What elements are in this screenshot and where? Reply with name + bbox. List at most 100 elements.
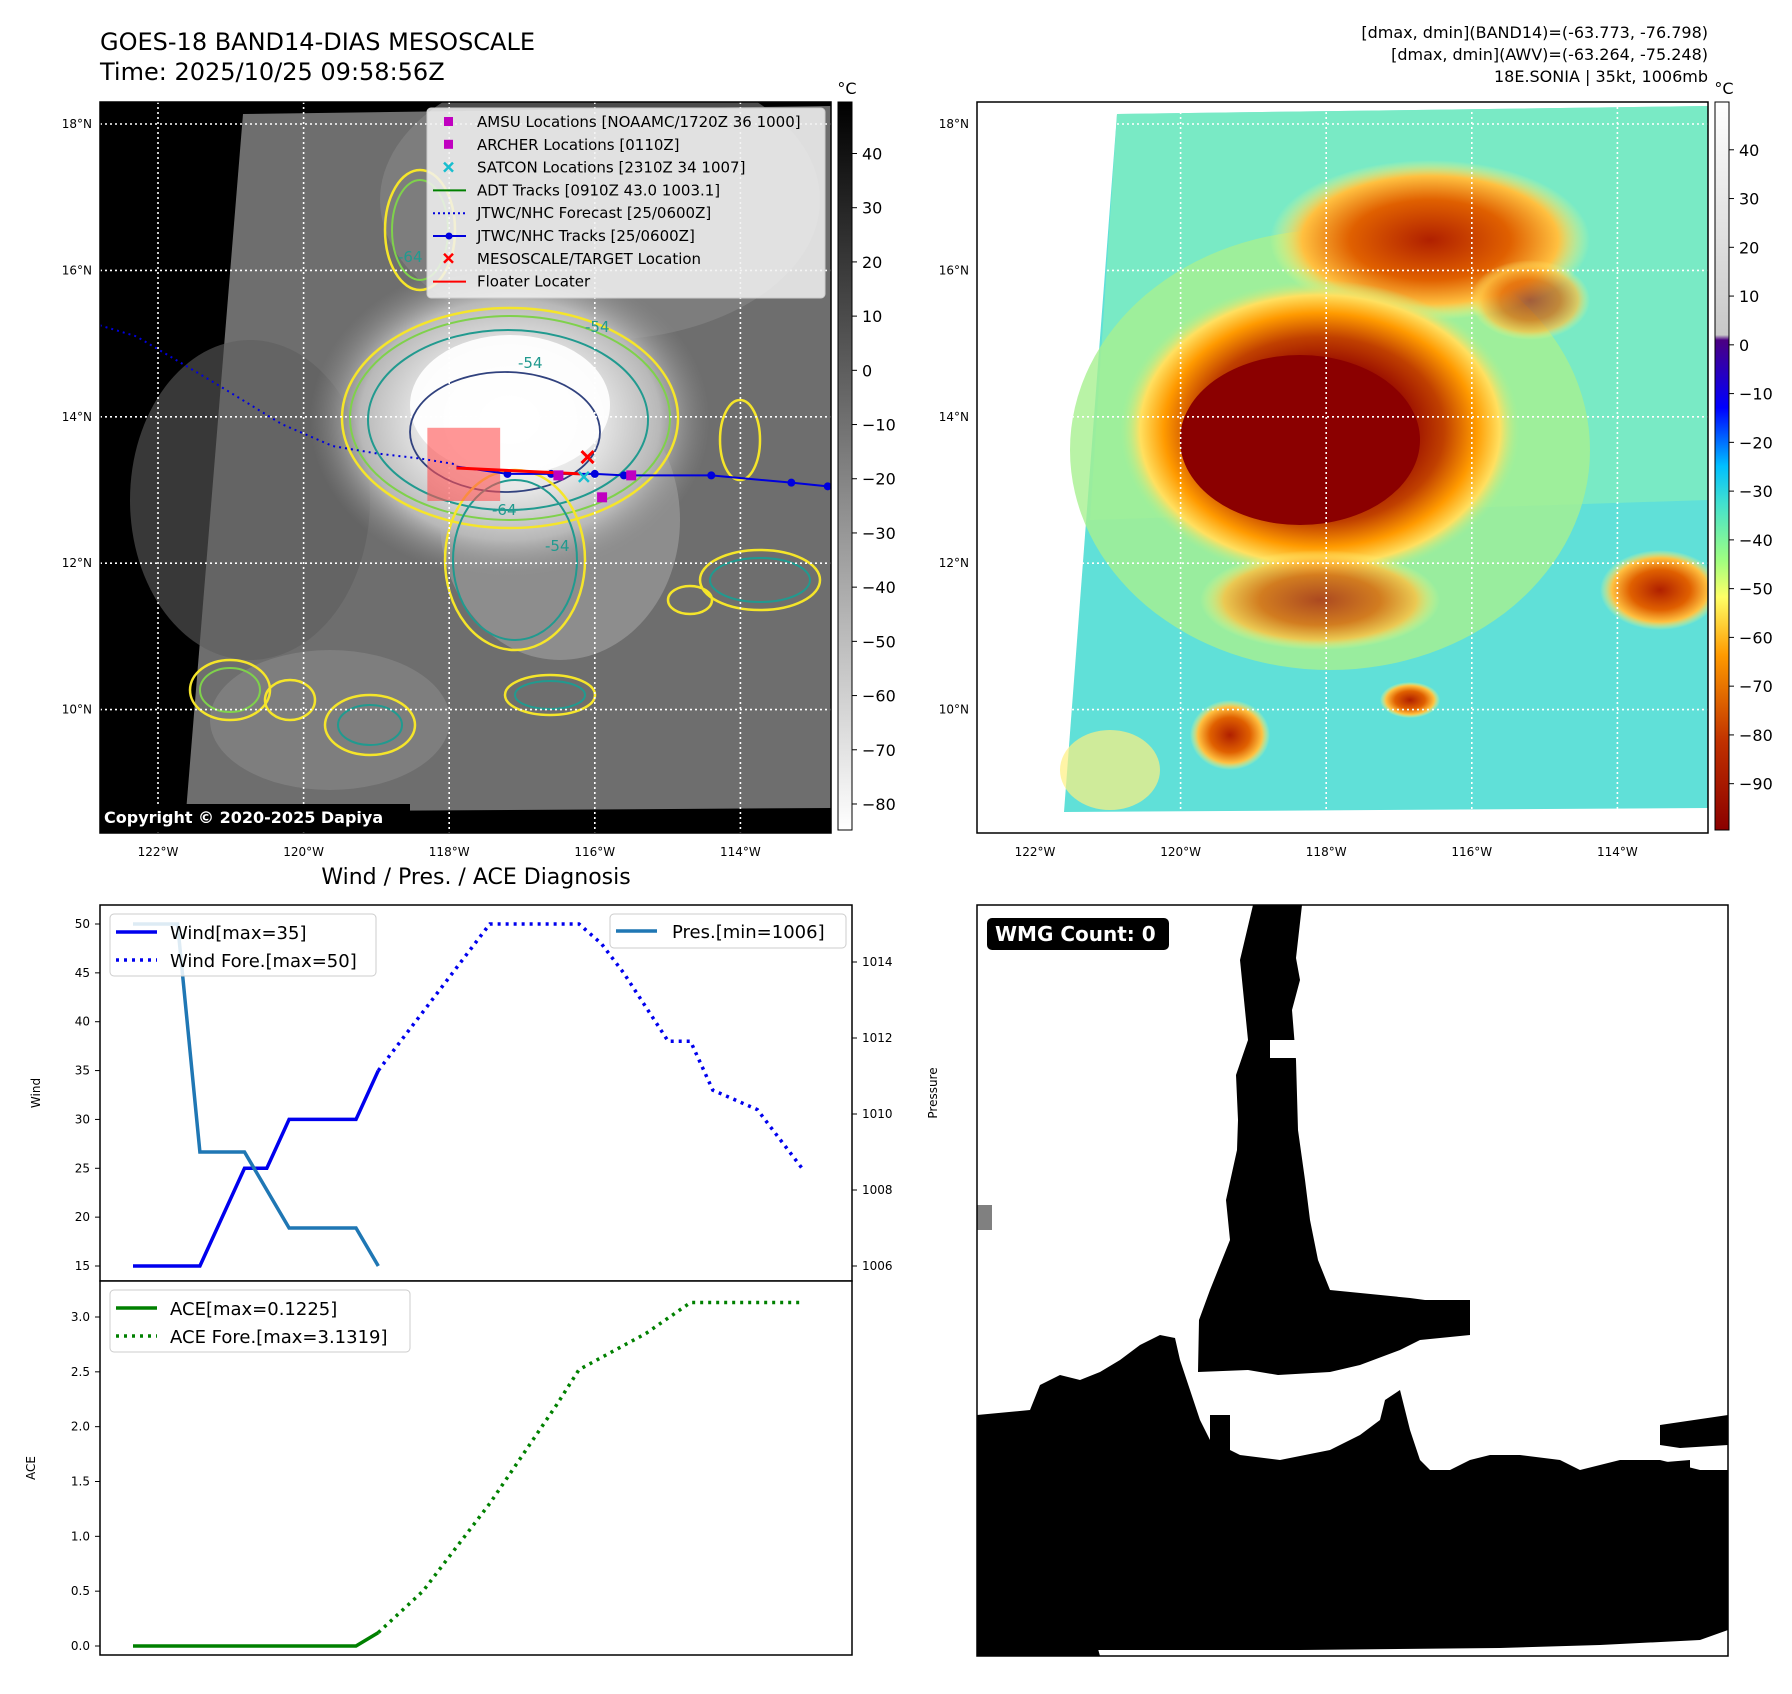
ace-tick-label: 3.0 <box>71 1310 90 1324</box>
figure-title: GOES-18 BAND14-DIAS MESOSCALE <box>100 28 535 56</box>
pressure-tick-label: 1012 <box>862 1031 893 1045</box>
colorbar-b-tick-label: −90 <box>1739 775 1773 794</box>
colorbar-b-tick-label: −50 <box>1739 580 1773 599</box>
ace-tick-label: 1.5 <box>71 1475 90 1489</box>
wind-tick-label: 45 <box>75 966 90 980</box>
pressure-tick-label: 1006 <box>862 1259 893 1273</box>
contour-teal <box>367 329 649 511</box>
ace-tick-label: 0.0 <box>71 1639 90 1653</box>
colorbar-unit-a: °C <box>837 79 856 98</box>
ace-series-line <box>133 1631 380 1648</box>
wmg-count: WMG Count: 0 <box>995 922 1156 946</box>
map-b-lat-tick-label: 16°N <box>939 263 969 277</box>
legend-entry-label: AMSU Locations [NOAAMC/1720Z 36 1000] <box>477 113 801 131</box>
contour-label-2: -54 <box>518 354 543 372</box>
ace-ylabel: ACE <box>24 1456 38 1480</box>
diagnosis-title: Wind / Pres. / ACE Diagnosis <box>321 865 630 890</box>
legend-entry: MESOSCALE/TARGET Location <box>443 250 701 268</box>
ace-tick-label: 2.5 <box>71 1365 90 1379</box>
colorbar-enhanced: °C 40 30 20 10 0 −10 −20 −30 −40 −50 −60 −70 −80 −90 <box>1714 79 1773 831</box>
wind-tick-label: 50 <box>75 917 90 931</box>
map-a-lon-tick-label: 118°W <box>429 845 470 859</box>
map-b-lat-tick-label: 10°N <box>939 703 969 717</box>
contour-navy <box>409 371 601 493</box>
legend-entry-label: SATCON Locations [2310Z 34 1007] <box>477 159 745 177</box>
colorbar-a-tick-label: −30 <box>862 524 896 543</box>
ace-legend: ACE[max=0.1225] ACE Fore.[max=3.1319] <box>109 1289 411 1353</box>
wind-tick-label: 15 <box>75 1259 90 1273</box>
colorbar-a-tick-label: 20 <box>862 253 882 272</box>
wind-legend: Wind[max=35] Wind Fore.[max=50] <box>109 913 377 977</box>
wind-series-line <box>133 1069 380 1268</box>
legend-entry-label: MESOSCALE/TARGET Location <box>477 250 701 268</box>
best-track-point <box>590 469 599 478</box>
stats-band14: [dmax, dmin](BAND14)=(-63.773, -76.798) <box>1361 23 1708 42</box>
pressure-tick-label: 1014 <box>862 955 893 969</box>
mesoscale-target-marker <box>577 449 595 483</box>
pressure-legend: Pres.[min=1006] <box>609 913 847 949</box>
legend-entry: AMSU Locations [NOAAMC/1720Z 36 1000] <box>444 113 801 131</box>
wmg-mask-shapes <box>977 905 1728 1656</box>
colorbar-b-tick-label: −30 <box>1739 482 1773 501</box>
best-track-point <box>823 482 831 491</box>
ir-grayscale-panel: -54 -54 -64 -54 -64 Copyright © 2020-202… <box>62 101 832 859</box>
colorbar-a-tick-label: −20 <box>862 470 896 489</box>
wind-forecast-line <box>376 922 804 1170</box>
pressure-tick-label: 1008 <box>862 1183 893 1197</box>
colorbar-b-tick-label: 20 <box>1739 238 1759 257</box>
colorbar-b-tick-label: −20 <box>1739 433 1773 452</box>
wind-tick-label: 25 <box>75 1161 90 1175</box>
colorbar-a-tick-label: −50 <box>862 632 896 651</box>
colorbar-b-tick-label: 10 <box>1739 287 1759 306</box>
colorbar-b-tick-label: −70 <box>1739 677 1773 696</box>
wmg-badge: WMG Count: 0 <box>987 918 1169 950</box>
legend-entry-label: ARCHER Locations [0110Z] <box>477 136 680 154</box>
map-b-lat-tick-label: 18°N <box>939 117 969 131</box>
wind-tick-label: 35 <box>75 1064 90 1078</box>
colorbar-a-tick-label: −10 <box>862 416 896 435</box>
colorbar-a-tick-label: −70 <box>862 741 896 760</box>
wind-pressure-chart: 15 20 25 30 35 40 45 50 1006 1008 1010 1012 1014 Win… <box>29 904 940 1282</box>
contour-label-5: -64 <box>398 248 423 266</box>
best-track-point <box>619 471 628 480</box>
colorbar-b-tick-label: −60 <box>1739 628 1773 647</box>
contour-label-3: -64 <box>492 501 517 519</box>
colorbar-b-tick-label: 0 <box>1739 336 1749 355</box>
contour-green <box>349 315 671 521</box>
map-b-lon-tick-label: 120°W <box>1160 845 1201 859</box>
amsu-point <box>626 470 637 481</box>
map-a-lon-tick-label: 116°W <box>574 845 615 859</box>
legend-entry: ADT Tracks [0910Z 43.0 1003.1] <box>433 181 720 199</box>
floater-box <box>427 427 501 501</box>
colorbar-a-tick-label: 30 <box>862 199 882 218</box>
ir-enhanced-panel: 122°W 120°W 118°W 116°W 114°W 18°N 16°N 14°N 12°… <box>939 101 1709 859</box>
map-a-lat-tick-label: 16°N <box>62 263 92 277</box>
map-a-lat-tick-label: 14°N <box>62 410 92 424</box>
colorbar-a-tick-label: 40 <box>862 144 882 163</box>
colorbar-b-tick-label: −80 <box>1739 726 1773 745</box>
colorbar-grayscale: °C 40 30 20 10 0 −10 −20 −30 −40 −50 −60 −70 −80 <box>837 79 896 831</box>
map-b-lon-tick-label: 122°W <box>1015 845 1056 859</box>
wind-tick-label: 30 <box>75 1112 90 1126</box>
colorbar-b-tick-label: −10 <box>1739 385 1773 404</box>
wind-legend-label: Wind[max=35] <box>170 923 307 944</box>
map-a-lat-tick-label: 18°N <box>62 117 92 131</box>
legend-entry: JTWC/NHC Tracks [25/0600Z] <box>433 227 695 245</box>
colorbar-unit-b: °C <box>1714 79 1733 98</box>
forecast-track-line <box>100 324 457 466</box>
colorbar-b-tick-label: 30 <box>1739 190 1759 209</box>
figure-time: Time: 2025/10/25 09:58:56Z <box>99 58 445 86</box>
pressure-ylabel: Pressure <box>926 1067 940 1118</box>
ace-tick-label: 2.0 <box>71 1420 90 1434</box>
map-b-lon-tick-label: 116°W <box>1451 845 1492 859</box>
legend-entry-label: ADT Tracks [0910Z 43.0 1003.1] <box>477 181 720 199</box>
wmg-mask-panel: WMG Count: 0 <box>976 904 1729 1657</box>
colorbar-a-tick-label: −60 <box>862 687 896 706</box>
wind-tick-label: 40 <box>75 1015 90 1029</box>
map-a-lon-tick-label: 114°W <box>720 845 761 859</box>
map-a-lat-tick-label: 10°N <box>62 703 92 717</box>
colorbar-a-tick-label: 10 <box>862 307 882 326</box>
copyright-text: Copyright © 2020-2025 Dapiya <box>104 808 383 827</box>
colorbar-a-tick-label: −40 <box>862 578 896 597</box>
legend-entry: ARCHER Locations [0110Z] <box>444 136 680 154</box>
